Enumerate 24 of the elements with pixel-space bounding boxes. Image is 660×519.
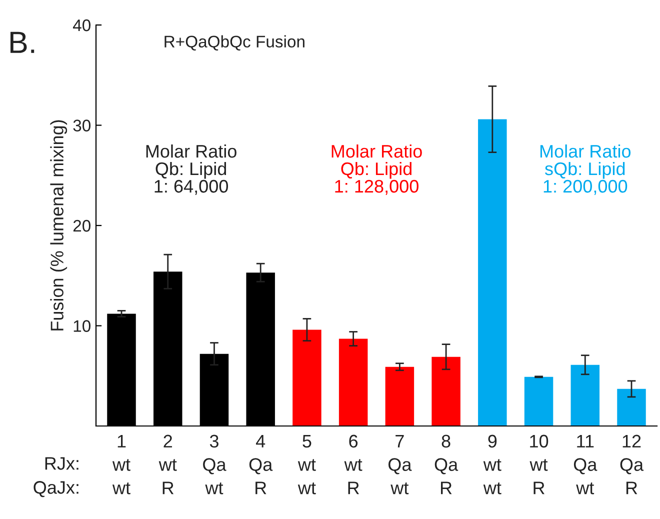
text: QaJx: bbox=[34, 481, 78, 498]
x-tick-label: 9 wt wt bbox=[483, 434, 502, 494]
annotation: Molar Ratio Qb: Lipid 1: 128,000 bbox=[332, 144, 422, 195]
y-tick-label: 10 bbox=[74, 320, 90, 332]
x-tick-label: 2 wt R bbox=[158, 434, 177, 494]
x-tick-label: 6 wt R bbox=[344, 434, 362, 494]
y-tick-label: 20 bbox=[73, 220, 90, 232]
text: R+QaQbQc Fusion bbox=[164, 35, 304, 51]
text: RJx: bbox=[45, 457, 78, 470]
x-tick-label: 8 Qa R bbox=[434, 434, 458, 494]
x-tick-label: 7 Qa wt bbox=[388, 434, 412, 494]
x-tick-label: 10 wt R bbox=[530, 434, 548, 494]
y-axis-title: Fusion (% lumenal mixing) bbox=[50, 120, 68, 330]
x-tick-label: 12 Qa R bbox=[620, 434, 644, 494]
annotation: Molar Ratio sQb: Lipid 1: 200,000 bbox=[540, 144, 631, 195]
annotation: Molar Ratio Qb: Lipid 1: 64,000 bbox=[146, 144, 236, 195]
x-tick-label: 1 wt wt bbox=[112, 434, 130, 494]
x-tick-label: 4 Qa R bbox=[249, 434, 273, 494]
text: B. bbox=[10, 32, 34, 53]
x-tick-label: 5 wt wt bbox=[298, 434, 316, 494]
x-tick-label: 11 Qa wt bbox=[574, 434, 598, 494]
y-tick-label: 40 bbox=[72, 19, 90, 32]
y-tick-label: 30 bbox=[73, 120, 90, 132]
x-tick-label: 3 Qa wt bbox=[203, 434, 226, 494]
